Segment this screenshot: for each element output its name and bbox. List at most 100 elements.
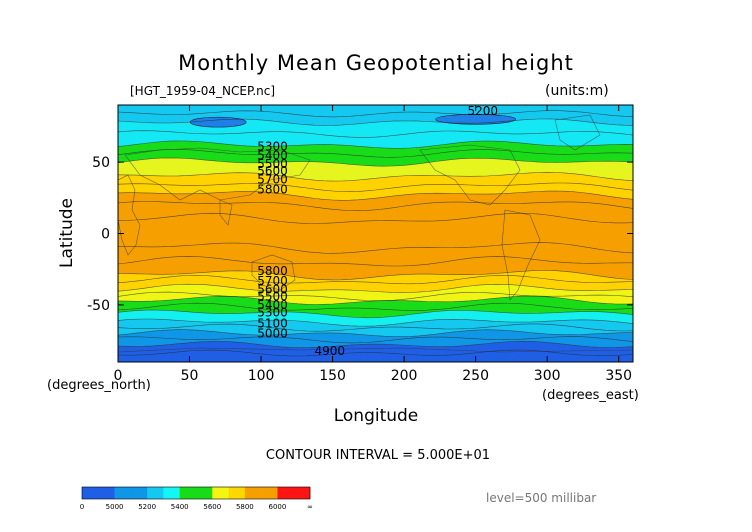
contour-line [117, 336, 634, 344]
filled-contour-bands [118, 105, 633, 362]
contour-value-label: 5800 [257, 183, 288, 197]
colorbar-frame [81, 486, 311, 500]
fill-band [118, 157, 633, 182]
contour-line [117, 323, 634, 332]
colorbar-segment [261, 487, 278, 499]
contour-line [117, 149, 634, 158]
contour-line [117, 212, 634, 224]
contour-line [117, 318, 634, 327]
contour-line [117, 118, 634, 126]
contour-line [117, 256, 633, 267]
x-tick-label: 200 [391, 368, 418, 384]
europe-asia-outline [124, 147, 311, 201]
x-axis-label: Longitude [334, 406, 419, 426]
colorbar: 0 5000 5200 5400 5600 5800 6000 ∞ [80, 486, 313, 511]
colorbar-segment [130, 487, 148, 499]
y-tick-label: 50 [92, 155, 110, 171]
contour-line [117, 291, 634, 301]
contour-value-label: 5800 [257, 264, 288, 278]
x-tick-label: 350 [605, 368, 632, 384]
low-pressure-blob [435, 113, 516, 125]
colorbar-tick-label: 5200 [138, 503, 156, 511]
low-pressure-blob [189, 116, 247, 128]
colorbar-segment [293, 487, 311, 499]
colorbar-tick-label: 5400 [171, 503, 189, 511]
contour-line [117, 130, 634, 138]
fill-band [118, 118, 633, 149]
units-label: (units:m) [545, 83, 609, 99]
fill-band [118, 329, 633, 348]
contour-line [117, 340, 634, 348]
colorbar-segment [179, 487, 197, 499]
contour-lines [117, 110, 634, 357]
contour-value-label: 5100 [257, 317, 288, 331]
contour-line [117, 349, 634, 357]
contour-line [118, 242, 634, 254]
level-label: level=500 millibar [486, 491, 596, 505]
contour-value-label: 5500 [257, 157, 288, 171]
contour-value-label: 5400 [257, 298, 288, 312]
plot-area: 5200530054005500560057005800580057005600… [87, 104, 634, 384]
colorbar-tick-label: 5000 [106, 503, 124, 511]
y-axis-label: Latitude [57, 198, 77, 268]
contour-line [117, 140, 634, 149]
contour-line [117, 171, 634, 182]
colorbar-segment [277, 487, 295, 499]
fill-band [118, 310, 633, 327]
contour-line [117, 329, 633, 337]
contour-line [117, 201, 634, 211]
india-outline [219, 199, 233, 226]
continent-outlines [117, 114, 634, 353]
colorbar-segment [196, 487, 213, 499]
contour-value-label: 5300 [257, 305, 288, 319]
antarctica-outline [117, 347, 634, 353]
y-unit-label: (degrees_north) [47, 378, 151, 393]
fill-band [118, 341, 633, 362]
x-tick-label: 50 [181, 368, 199, 384]
fill-band [118, 191, 633, 280]
x-unit-label: (degrees_east) [542, 388, 639, 403]
contour-line [117, 302, 634, 311]
contour-line [117, 270, 634, 281]
colorbar-segment [212, 487, 229, 499]
contour-line [117, 157, 634, 167]
y-tick-label: -50 [87, 298, 110, 314]
greenland-outline [554, 114, 601, 151]
contour-value-label: 5600 [257, 282, 288, 296]
australia-outline [251, 254, 296, 291]
chart-title: Monthly Mean Geopotential height [178, 51, 574, 75]
africa-outline [117, 174, 141, 256]
contour-label-group: 5200530054005500560057005800580057005600… [257, 104, 498, 358]
contour-line [117, 283, 634, 293]
contour-interval-label: CONTOUR INTERVAL = 5.000E+01 [266, 448, 490, 463]
contour-value-label: 5300 [257, 140, 288, 154]
fill-band [118, 140, 633, 167]
y-tick-label: 0 [101, 227, 110, 243]
colorbar-segment [114, 487, 132, 499]
x-tick-label: 250 [462, 368, 489, 384]
contour-value-label: 5200 [468, 104, 499, 118]
contour-value-label: 4900 [314, 344, 345, 358]
colorbar-segment [228, 487, 246, 499]
colorbar-tick-label: 6000 [269, 503, 287, 511]
south-america-outline [501, 209, 541, 301]
colorbar-segment [163, 487, 181, 499]
colorbar-segment [147, 487, 164, 499]
contour-line [117, 182, 634, 192]
colorbar-tick-label: ∞ [307, 503, 313, 511]
contour-value-label: 5000 [257, 327, 288, 341]
x-tick-label: 0 [114, 368, 123, 384]
contour-value-label: 5700 [257, 173, 288, 187]
colorbar-tick-label: 0 [80, 503, 84, 511]
file-label: [HGT_1959-04_NCEP.nc] [130, 84, 275, 98]
colorbar-tick-label: 5800 [236, 503, 254, 511]
x-tick-label: 100 [248, 368, 275, 384]
north-america-outline [419, 144, 521, 206]
contour-value-label: 5400 [257, 148, 288, 162]
colorbar-segment [244, 487, 262, 499]
fill-band [118, 172, 633, 201]
axis-ticks: 0 50 100 150 200 250 300 350 50 0 -50 [87, 105, 633, 384]
contour-value-label: 5500 [257, 290, 288, 304]
colorbar-segment [98, 487, 115, 499]
